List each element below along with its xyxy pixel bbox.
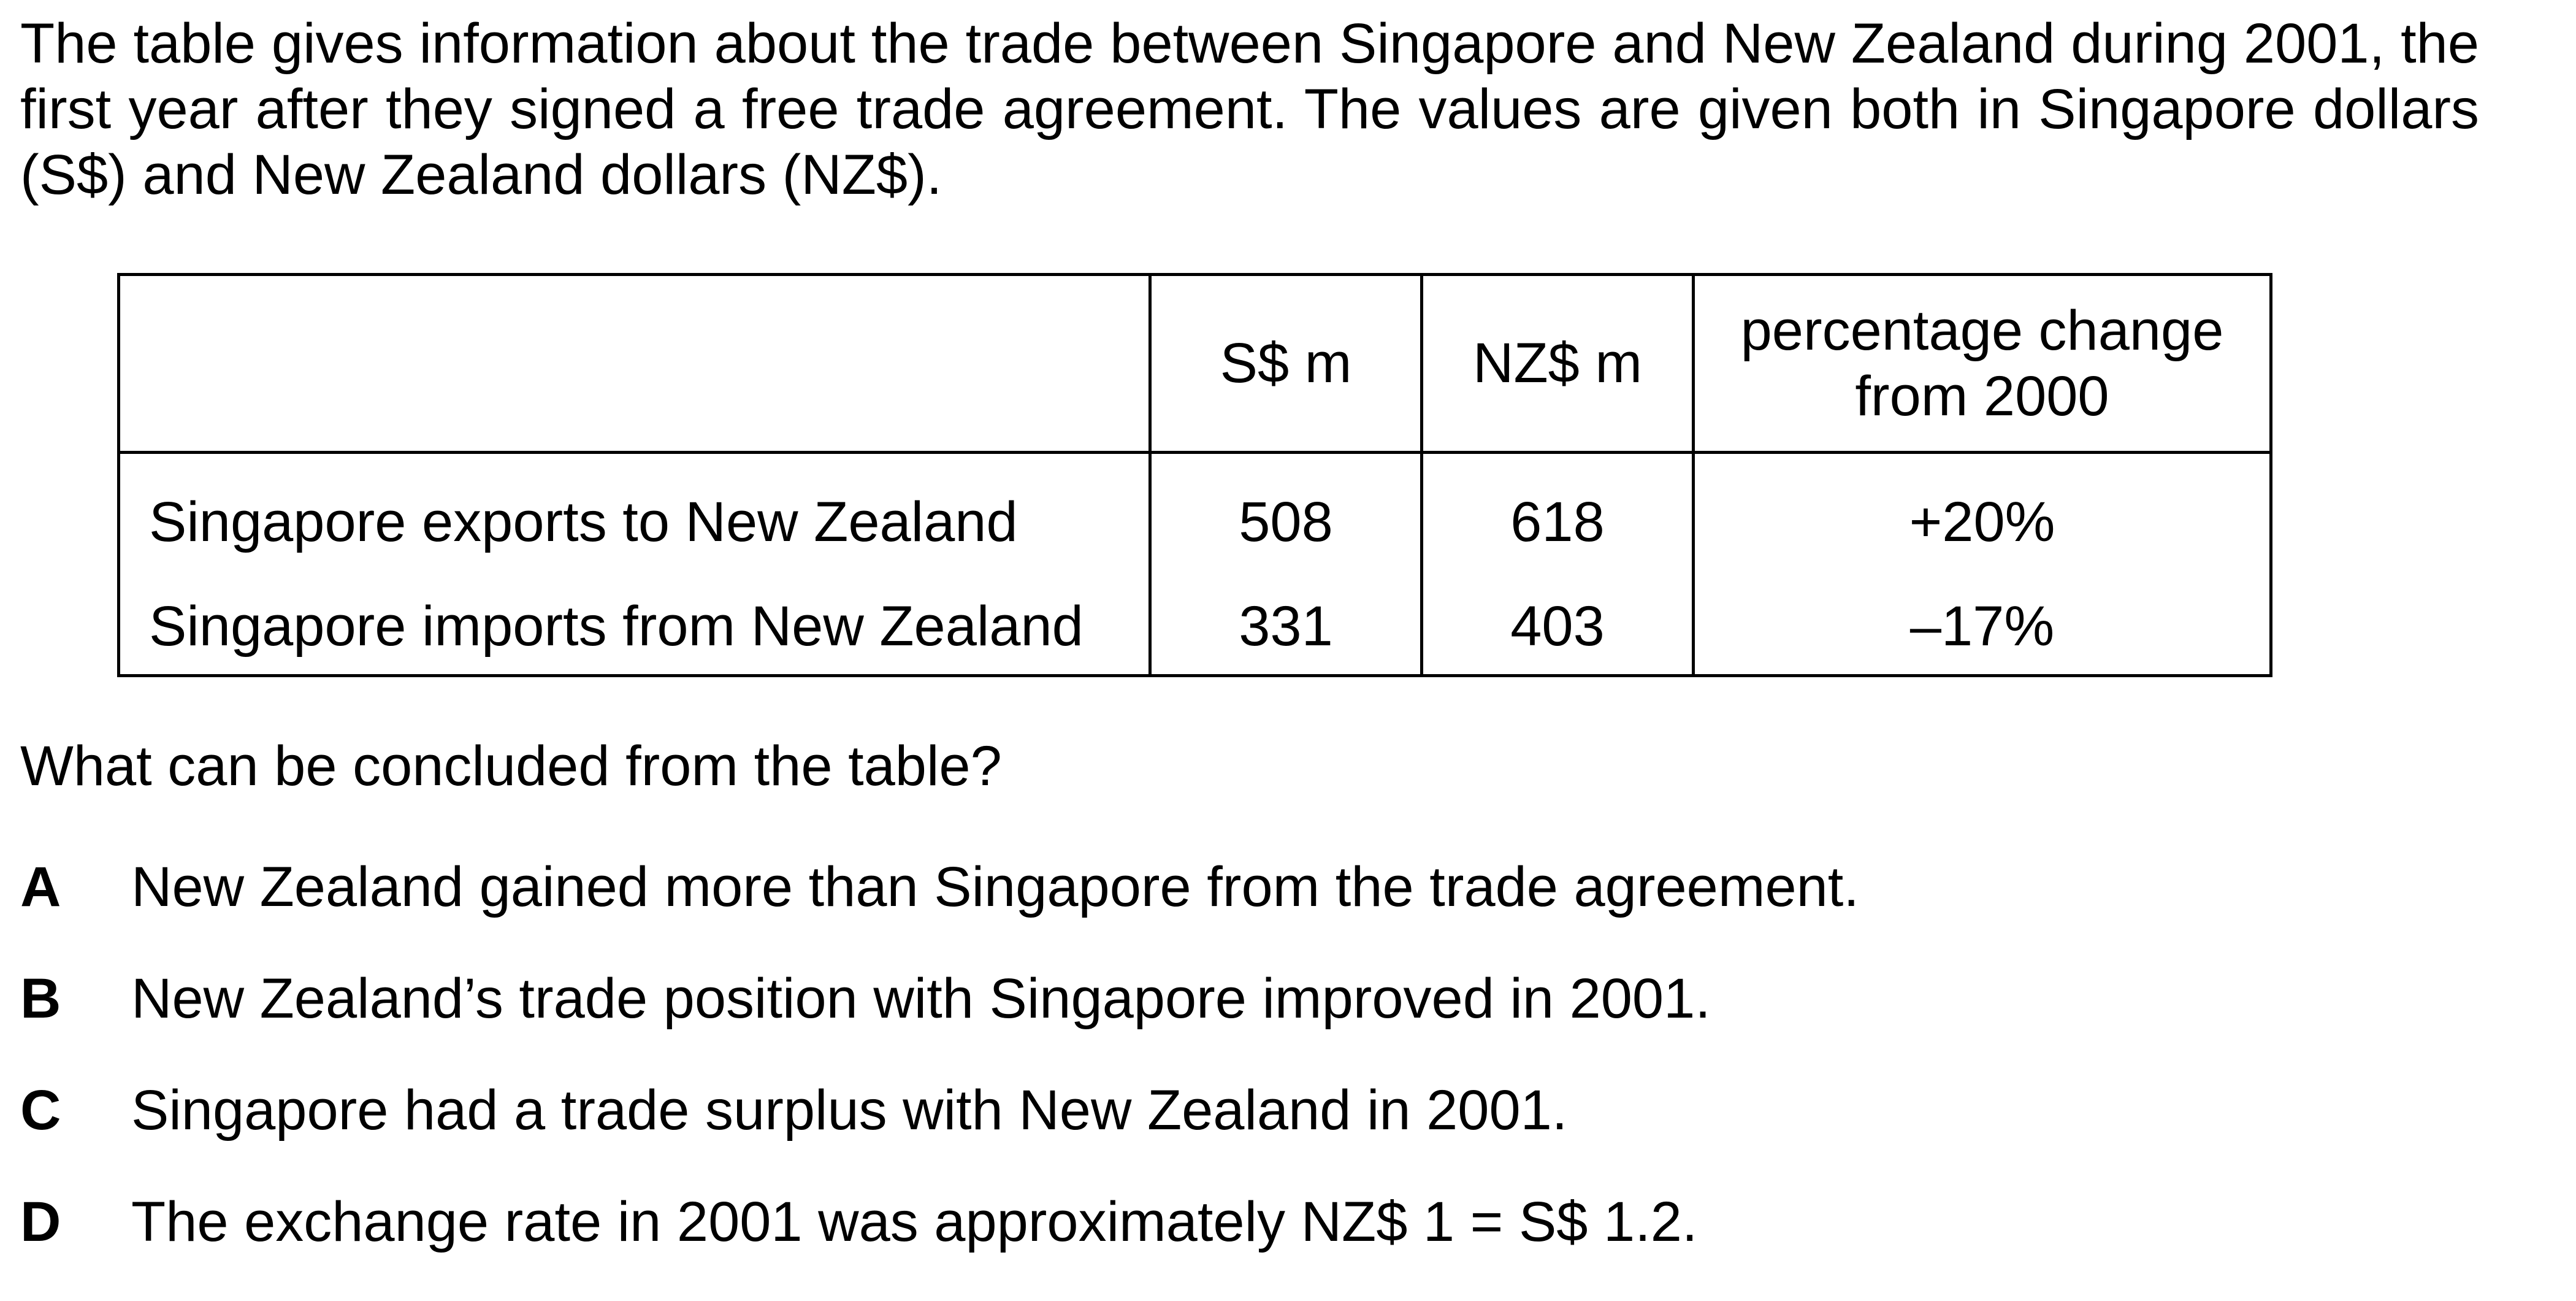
table-row-imports: Singapore imports from New Zealand 331 4… (117, 591, 2272, 677)
option-letter: D (20, 1191, 61, 1253)
cell-exports-pct: +20% (1692, 452, 2272, 591)
intro-paragraph: The table gives information about the tr… (20, 12, 2479, 206)
header-percentage-change: percentage change from 2000 (1692, 273, 2272, 454)
cell-exports-sgd: 508 (1148, 452, 1423, 591)
row-label-imports: Singapore imports from New Zealand (117, 591, 1152, 677)
trade-table-container: S$ m NZ$ m percentage change from 2000 S… (117, 273, 2272, 677)
option-text: New Zealand’s trade position with Singap… (131, 967, 1711, 1030)
cell-imports-sgd: 331 (1148, 591, 1423, 677)
header-pct-line2: from 2000 (1855, 364, 2109, 428)
option-letter: C (20, 1079, 61, 1142)
header-nzd: NZ$ m (1420, 273, 1695, 454)
option-text: New Zealand gained more than Singapore f… (131, 856, 1859, 918)
header-sgd: S$ m (1148, 273, 1423, 454)
option-letter: B (20, 967, 61, 1030)
question-text: What can be concluded from the table? (20, 735, 1002, 797)
header-empty-cell (117, 273, 1152, 454)
cell-imports-nzd: 403 (1420, 591, 1695, 677)
table-header-row: S$ m NZ$ m percentage change from 2000 (117, 273, 2272, 454)
header-pct-line1: percentage change (1740, 299, 2224, 362)
cell-exports-nzd: 618 (1420, 452, 1695, 591)
cell-imports-pct: –17% (1692, 591, 2272, 677)
trade-table: S$ m NZ$ m percentage change from 2000 S… (117, 273, 2272, 677)
row-label-exports: Singapore exports to New Zealand (117, 452, 1152, 591)
option-text: The exchange rate in 2001 was approximat… (131, 1191, 1698, 1253)
table-row-exports: Singapore exports to New Zealand 508 618… (117, 452, 2272, 591)
option-text: Singapore had a trade surplus with New Z… (131, 1079, 1568, 1142)
option-letter: A (20, 856, 61, 918)
